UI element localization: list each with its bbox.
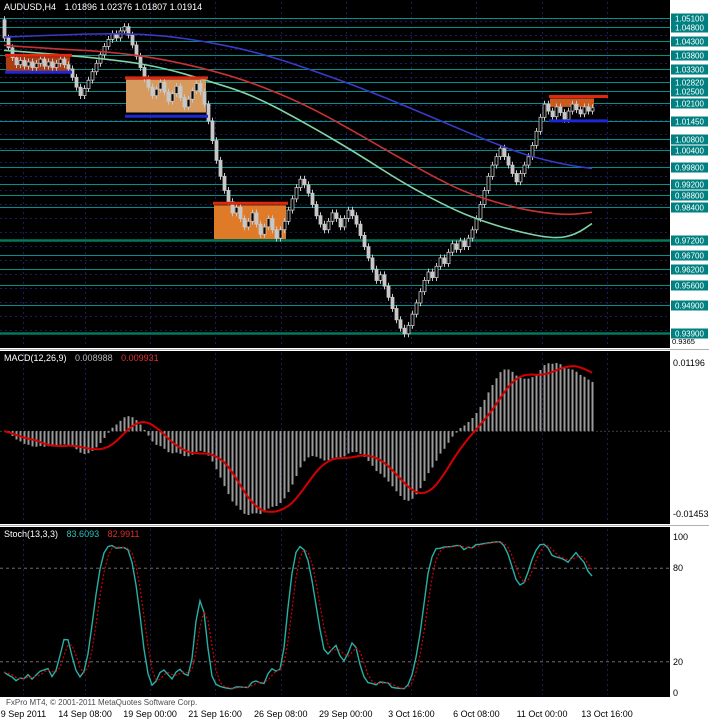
price-level-label: 1.02820 (675, 79, 704, 88)
stoch-header: Stoch(13,3,3) 83.6093 82.9911 (4, 529, 145, 540)
time-axis-label: 11 Oct 00:00 (516, 709, 568, 719)
price-level-label-bg (671, 235, 708, 246)
macd-panel-bg (0, 351, 670, 524)
main-panel-bg (0, 0, 670, 348)
time-axis-label: 6 Oct 08:00 (453, 709, 500, 719)
price-level-label: 0.99800 (675, 164, 704, 173)
stoch-scale-label: 100 (673, 532, 688, 542)
price-level-label-bg (671, 202, 708, 213)
macd-signal-value: 0.009931 (121, 353, 159, 363)
macd-signal-line (3, 365, 593, 513)
price-level-label: 0.95600 (675, 282, 704, 291)
price-level-label: 0.98400 (675, 204, 704, 213)
price-level-label-bg (671, 280, 708, 291)
macd-scale[interactable] (670, 351, 709, 524)
price-level-label: 1.05100 (675, 15, 704, 24)
time-axis-label: 29 Sep 00:00 (318, 709, 373, 719)
ohlc-values: 1.01896 1.02376 1.01807 1.01914 (64, 2, 203, 12)
price-level-label: 1.01450 (675, 118, 704, 127)
macd-scale-max: 0.01196 (673, 358, 705, 368)
price-level-label: 0.99200 (675, 181, 704, 190)
time-axis-label: 14 Sep 08:00 (58, 709, 112, 719)
macd-header: MACD(12,26,9) 0.008988 0.009931 (4, 353, 165, 364)
scale-tick-label: 0.9365 (672, 337, 695, 346)
stochastic-indicator: 100 80 20 0 (0, 532, 688, 698)
grid-lines (0, 2, 670, 695)
time-axis-label: 9 Sep 2011 (0, 709, 47, 719)
stoch-scale-label: 20 (673, 657, 683, 667)
price-level-label-bg (671, 50, 708, 61)
stoch-signal-value: 82.9911 (107, 529, 140, 539)
ma-fast-green (3, 49, 593, 239)
candles (2, 16, 595, 338)
price-level-label: 1.00400 (675, 147, 704, 156)
macd-label: MACD(12,26,9) (4, 353, 67, 363)
price-level-label: 1.02100 (675, 100, 704, 109)
copyright-watermark: FxPro MT4, © 2001-2011 MetaQuotes Softwa… (6, 698, 198, 707)
price-level-label-bg (671, 300, 708, 311)
stoch-label: Stoch(13,3,3) (4, 529, 59, 539)
time-axis-label: 21 Sep 16:00 (188, 709, 242, 719)
price-level-label: 1.04800 (675, 24, 704, 33)
price-level-label: 1.04300 (675, 38, 704, 47)
macd-scale-min: -0.01453 (673, 509, 709, 519)
price-level-label: 1.03800 (675, 52, 704, 61)
ma-slow-blue (3, 33, 593, 170)
price-level-label-bg (671, 179, 708, 190)
price-level-label: 0.94900 (675, 302, 704, 311)
chart-title: AUDUSD,H4 1.01896 1.02376 1.01807 1.0191… (4, 2, 208, 13)
stoch-signal-line (3, 541, 593, 690)
stoch-main-value: 83.6093 (66, 529, 100, 539)
price-level-label: 0.97200 (675, 237, 704, 246)
time-axis-label: 3 Oct 16:00 (388, 709, 435, 719)
time-axis-label: 13 Oct 16:00 (581, 709, 633, 719)
price-level-label: 0.96700 (675, 252, 704, 261)
ma-mid-red (3, 44, 593, 216)
price-level-label-bg (671, 190, 708, 201)
price-level-label-bg (671, 86, 708, 97)
price-level-label-bg (671, 145, 708, 156)
price-level-label-bg (671, 98, 708, 109)
time-axis[interactable]: 9 Sep 2011 14 Sep 08:00 19 Sep 00:00 21 Sep… (0, 709, 670, 723)
price-level-label-bg (671, 134, 708, 145)
macd-indicator: 0.01196 -0.01453 (0, 358, 709, 519)
price-level-label-bg (671, 162, 708, 173)
symbol-period-label: AUDUSD,H4 (4, 2, 57, 12)
price-level-label: 0.98800 (675, 192, 704, 201)
price-scale[interactable] (670, 0, 709, 348)
price-level-label: 0.96200 (675, 266, 704, 275)
time-axis-label: 26 Sep 08:00 (253, 709, 308, 719)
price-level-label: 1.02500 (675, 88, 704, 97)
stoch-scale-label: 0 (673, 688, 678, 698)
price-level-label-bg (671, 328, 708, 339)
price-level-label-bg (671, 36, 708, 47)
price-level-label: 0.93900 (675, 330, 704, 339)
time-axis-label: 19 Sep 00:00 (123, 709, 177, 719)
price-level-label-bg (671, 264, 708, 275)
price-level-label-bg (671, 250, 708, 261)
moving-averages (3, 33, 608, 239)
macd-main-value: 0.008988 (75, 353, 113, 363)
stoch-scale[interactable] (670, 527, 709, 697)
price-level-label-bg (671, 116, 708, 127)
stoch-scale-label: 80 (673, 563, 683, 573)
price-level-label: 1.03300 (675, 66, 704, 75)
stoch-panel-bg (0, 527, 670, 697)
price-level-label-bg (671, 22, 708, 33)
price-level-label-bg (671, 64, 708, 75)
price-level-label: 1.00800 (675, 136, 704, 145)
price-level-label-bg (671, 77, 708, 88)
price-level-label-bg (671, 13, 708, 24)
